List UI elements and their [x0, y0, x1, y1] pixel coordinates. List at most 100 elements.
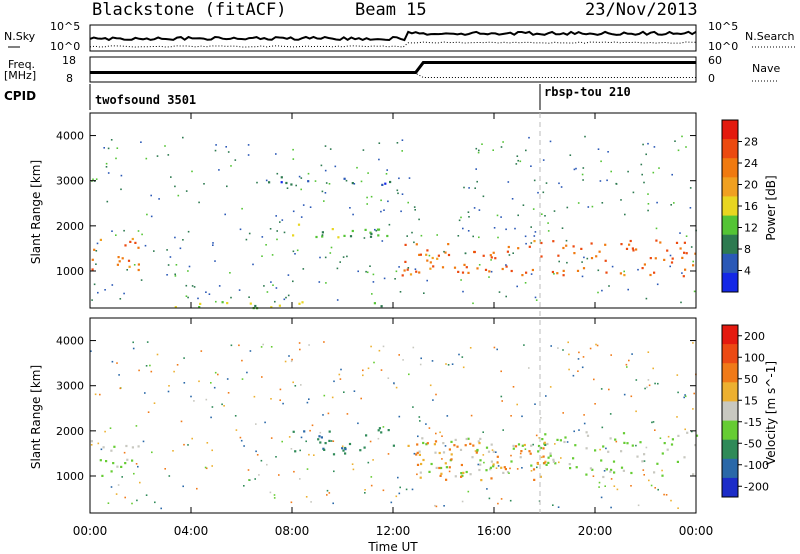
data-cell [647, 203, 650, 205]
data-cell [235, 429, 238, 431]
data-cell [604, 243, 607, 246]
data-cell [453, 266, 457, 269]
data-cell [461, 356, 464, 358]
data-cell [641, 173, 643, 176]
data-cell [671, 173, 673, 176]
data-cell [328, 492, 331, 494]
data-cell [380, 369, 383, 371]
data-cell [215, 144, 217, 146]
data-cell [133, 472, 135, 475]
data-cell [689, 207, 692, 209]
data-cell [226, 378, 229, 380]
data-cell [489, 468, 492, 471]
data-cell [642, 143, 644, 146]
data-cell [285, 181, 288, 185]
colorbar-swatch [722, 477, 738, 498]
data-cell [545, 463, 548, 466]
data-cell [279, 399, 281, 401]
data-cell [573, 168, 576, 171]
data-cell [214, 260, 216, 262]
data-cell [185, 190, 188, 192]
data-cell [300, 177, 303, 179]
data-cell [510, 415, 512, 417]
data-cell [581, 366, 584, 369]
data-cell [290, 360, 293, 363]
colorbar-swatch [722, 363, 738, 383]
data-cell [112, 462, 115, 465]
data-cell [610, 170, 612, 173]
data-cell [95, 178, 98, 180]
velocity-scatter [90, 341, 699, 510]
data-cell [407, 267, 410, 269]
data-cell [360, 180, 363, 183]
data-cell [594, 449, 597, 452]
data-cell [439, 474, 442, 477]
data-cell [496, 214, 499, 217]
data-cell [605, 271, 608, 274]
data-cell [389, 180, 392, 184]
data-cell [239, 228, 242, 231]
data-cell [565, 244, 568, 247]
data-cell [280, 176, 283, 179]
data-cell [496, 461, 499, 463]
data-cell [517, 159, 519, 162]
data-cell [448, 470, 451, 473]
data-cell [266, 463, 268, 466]
data-cell [303, 430, 306, 433]
data-cell [665, 494, 668, 496]
data-cell [224, 213, 226, 216]
colorbar-tick-label: 28 [744, 136, 758, 149]
data-cell [544, 215, 546, 217]
data-cell [401, 274, 404, 277]
data-cell [505, 265, 508, 268]
data-cell [298, 342, 301, 344]
data-cell [416, 463, 420, 466]
data-cell [473, 207, 476, 209]
data-cell [369, 231, 372, 234]
data-cell [516, 468, 519, 470]
nsky-bottom-tick-right: 10^0 [708, 40, 738, 53]
data-cell [560, 457, 562, 459]
data-cell [299, 348, 301, 351]
data-cell [319, 431, 322, 434]
data-cell [336, 299, 339, 301]
data-cell [640, 163, 643, 166]
data-cell [434, 440, 438, 443]
data-cell [290, 501, 293, 504]
data-cell [287, 294, 290, 297]
data-cell [616, 488, 619, 491]
data-cell [636, 455, 639, 458]
data-cell [554, 462, 557, 465]
data-cell [478, 442, 481, 445]
data-cell [656, 283, 659, 286]
data-cell [370, 345, 372, 348]
data-cell [96, 242, 99, 245]
data-cell [393, 383, 395, 385]
data-cell [119, 387, 122, 390]
data-cell [273, 494, 276, 496]
data-cell [471, 456, 474, 459]
data-cell [525, 271, 528, 274]
data-cell [203, 183, 205, 185]
data-cell [173, 370, 175, 373]
freq-tick-top: 18 [62, 54, 76, 67]
data-cell [490, 477, 493, 480]
data-cell [590, 257, 594, 260]
data-cell [690, 246, 693, 248]
data-cell [667, 435, 670, 438]
data-cell [187, 230, 190, 233]
data-cell [116, 465, 119, 468]
data-cell [569, 467, 572, 470]
data-cell [447, 364, 450, 366]
colorbar-swatch [722, 177, 738, 197]
data-cell [115, 157, 117, 160]
data-cell [103, 147, 105, 149]
data-cell [627, 170, 629, 173]
data-cell [524, 235, 527, 238]
data-cell [271, 254, 274, 256]
data-cell [176, 364, 179, 366]
data-cell [380, 210, 382, 213]
data-cell [397, 476, 399, 479]
data-cell [553, 210, 556, 212]
data-cell [599, 448, 601, 451]
